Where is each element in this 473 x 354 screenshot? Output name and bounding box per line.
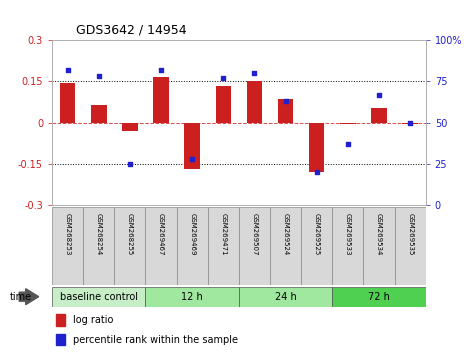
Text: GSM269534: GSM269534 — [376, 213, 382, 256]
Bar — [309, 122, 324, 172]
Text: 12 h: 12 h — [181, 292, 203, 302]
Point — [344, 141, 351, 147]
Point — [375, 92, 383, 97]
Bar — [145, 207, 176, 285]
Bar — [239, 207, 270, 285]
Point — [313, 169, 321, 175]
Text: GDS3642 / 14954: GDS3642 / 14954 — [76, 24, 186, 36]
Bar — [176, 207, 208, 285]
Bar — [153, 77, 169, 122]
Text: GSM268253: GSM268253 — [65, 213, 70, 256]
Bar — [56, 314, 65, 326]
Text: GSM269524: GSM269524 — [282, 213, 289, 255]
Point — [95, 74, 103, 79]
Point — [126, 161, 134, 167]
Bar — [91, 105, 106, 122]
Point — [251, 70, 258, 76]
Text: log ratio: log ratio — [72, 315, 113, 325]
Text: GSM269533: GSM269533 — [345, 213, 351, 256]
Bar — [403, 122, 418, 124]
Text: GSM269469: GSM269469 — [189, 213, 195, 256]
Point — [219, 75, 227, 81]
Bar — [52, 287, 146, 307]
Text: time: time — [9, 292, 32, 302]
Bar — [301, 207, 332, 285]
Bar — [184, 122, 200, 170]
Bar — [270, 207, 301, 285]
Text: GSM269525: GSM269525 — [314, 213, 320, 255]
Text: GSM268254: GSM268254 — [96, 213, 102, 255]
Text: 72 h: 72 h — [368, 292, 390, 302]
Point — [282, 98, 289, 104]
Bar — [83, 207, 114, 285]
Bar — [146, 287, 239, 307]
Text: percentile rank within the sample: percentile rank within the sample — [72, 335, 237, 344]
Bar — [52, 207, 83, 285]
Text: GSM269471: GSM269471 — [220, 213, 226, 256]
Bar — [278, 99, 293, 122]
Bar — [60, 83, 75, 122]
Bar — [363, 207, 394, 285]
Text: GSM269535: GSM269535 — [407, 213, 413, 256]
Bar — [122, 122, 138, 131]
Bar — [332, 207, 363, 285]
Point — [157, 67, 165, 73]
Bar — [208, 207, 239, 285]
Bar — [371, 108, 387, 122]
Bar — [340, 122, 356, 124]
Text: GSM269507: GSM269507 — [252, 213, 257, 256]
FancyArrow shape — [19, 289, 39, 305]
Bar — [216, 86, 231, 122]
Text: GSM269467: GSM269467 — [158, 213, 164, 256]
Point — [64, 67, 71, 73]
Text: 24 h: 24 h — [275, 292, 297, 302]
Point — [406, 120, 414, 125]
Bar — [394, 207, 426, 285]
Text: baseline control: baseline control — [60, 292, 138, 302]
Point — [188, 156, 196, 162]
Bar — [246, 81, 262, 122]
Text: GSM268255: GSM268255 — [127, 213, 133, 255]
Bar — [114, 207, 145, 285]
Bar — [332, 287, 426, 307]
Bar — [239, 287, 332, 307]
Bar — [56, 334, 65, 346]
